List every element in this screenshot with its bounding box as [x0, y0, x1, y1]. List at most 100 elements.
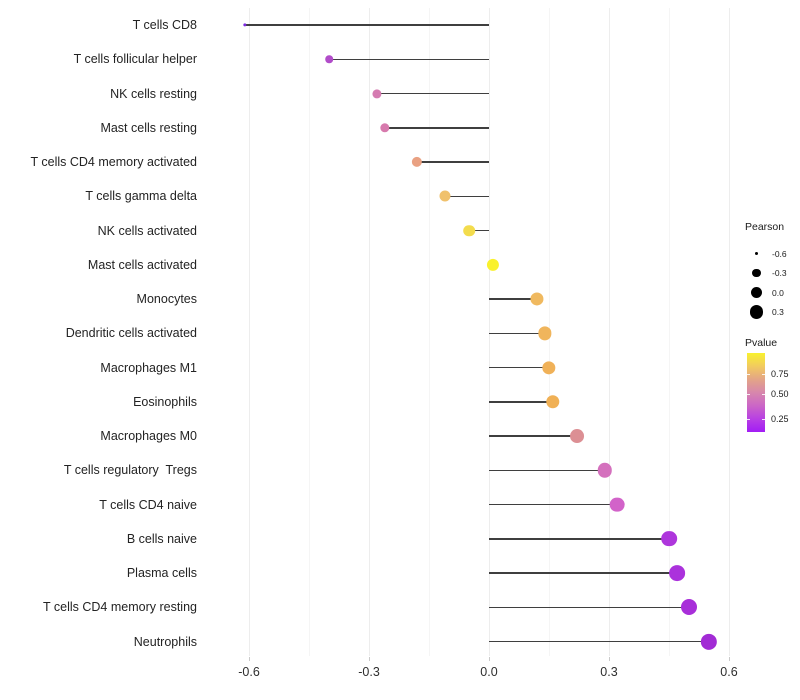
- colorbar-label: 0.50: [771, 389, 789, 400]
- x-axis-tick: [369, 657, 370, 661]
- colorbar-tick: [762, 419, 765, 421]
- lollipop-stem: [489, 435, 577, 437]
- x-axis-tick: [489, 657, 490, 661]
- x-tick-label: 0.3: [600, 665, 618, 679]
- size-legend-entry: -0.3: [748, 264, 787, 283]
- category-label: T cells CD8: [132, 18, 197, 32]
- major-gridline: [369, 8, 370, 656]
- size-legend-dot-box: [748, 251, 765, 256]
- size-legend-entry: -0.6: [748, 244, 787, 263]
- category-label: T cells CD4 memory activated: [30, 155, 198, 169]
- lollipop-stem: [489, 572, 677, 574]
- category-label: Monocytes: [136, 292, 197, 306]
- size-legend-title: Pearson: [745, 221, 785, 233]
- category-label: Plasma cells: [126, 566, 197, 580]
- category-label: T cells gamma delta: [85, 189, 197, 204]
- lollipop-dot: [570, 429, 584, 443]
- colorbar-label: 0.25: [771, 414, 789, 425]
- lollipop-dot: [681, 599, 697, 616]
- colorbar-tick: [747, 419, 750, 421]
- lollipop-stem: [377, 92, 489, 95]
- lollipop-dot: [542, 360, 556, 375]
- major-gridline: [609, 8, 610, 656]
- colorbar-tick: [747, 394, 750, 396]
- lollipop-stem: [489, 503, 617, 506]
- size-legend-label: 0.0: [772, 287, 784, 298]
- category-label: Macrophages M0: [100, 429, 197, 443]
- color-legend-title: Pvalue: [745, 337, 778, 349]
- x-tick-label: -0.3: [358, 665, 380, 679]
- lollipop-dot: [243, 23, 247, 27]
- category-label: B cells naive: [126, 531, 197, 546]
- lollipop-dot: [463, 224, 475, 237]
- category-label: T cells regulatory Tregs: [63, 463, 197, 478]
- colorbar-tick: [762, 394, 765, 396]
- x-axis-tick: [729, 657, 730, 661]
- category-label: T cells follicular helper: [73, 52, 197, 67]
- x-tick-label: 0.0: [480, 665, 498, 679]
- lollipop-dot: [372, 88, 382, 99]
- colorbar-label: 0.75: [771, 369, 789, 380]
- size-legend-dot: [752, 268, 761, 278]
- lollipop-stem: [489, 332, 545, 334]
- lollipop-stem: [489, 298, 537, 300]
- lollipop-dot: [546, 395, 560, 409]
- size-legend-dot-box: [748, 305, 765, 319]
- size-legend-label: -0.6: [772, 248, 787, 259]
- pvalue-colorbar: [747, 353, 765, 432]
- lollipop-dot: [486, 258, 500, 271]
- size-legend-entry: 0.0: [748, 283, 784, 302]
- category-label: Neutrophils: [133, 634, 197, 649]
- lollipop-stem: [417, 161, 489, 163]
- lollipop-dot: [439, 190, 451, 202]
- category-label: Dendritic cells activated: [65, 326, 197, 341]
- lollipop-stem: [489, 366, 549, 369]
- major-gridline: [249, 8, 250, 656]
- lollipop-dot: [669, 565, 685, 581]
- category-label: NK cells resting: [110, 86, 197, 101]
- size-legend-entry: 0.3: [748, 303, 784, 322]
- size-legend-dot: [749, 305, 764, 319]
- category-label: T cells CD4 naive: [99, 497, 197, 512]
- size-legend-dot: [750, 286, 763, 299]
- lollipop-stem: [489, 401, 553, 403]
- category-label: Macrophages M1: [100, 360, 197, 375]
- lollipop-stem: [469, 229, 489, 232]
- size-legend-dot-box: [748, 268, 765, 278]
- minor-gridline: [309, 8, 310, 656]
- lollipop-dot: [661, 530, 677, 547]
- major-gridline: [729, 8, 730, 656]
- x-tick-label: -0.6: [238, 665, 260, 679]
- category-label: Eosinophils: [133, 394, 197, 409]
- lollipop-stem: [489, 640, 709, 643]
- size-legend-label: 0.3: [772, 307, 784, 317]
- size-legend-label: -0.3: [772, 268, 787, 278]
- lollipop-dot: [700, 633, 718, 650]
- lollipop-stem: [489, 469, 605, 471]
- colorbar-tick: [762, 374, 765, 376]
- x-tick-label: 0.6: [720, 665, 738, 679]
- lollipop-dot: [597, 463, 613, 478]
- category-label: T cells CD4 memory resting: [43, 600, 197, 615]
- major-gridline: [489, 8, 490, 656]
- category-label: NK cells activated: [97, 223, 197, 238]
- lollipop-dot: [609, 497, 625, 512]
- lollipop-stem: [329, 58, 489, 60]
- minor-gridline: [429, 8, 430, 656]
- lollipop-dot: [380, 123, 390, 133]
- lollipop-stem: [385, 127, 489, 129]
- size-legend-dot: [754, 251, 759, 256]
- colorbar-tick: [747, 374, 750, 376]
- x-axis-tick: [249, 657, 250, 661]
- lollipop-dot: [538, 326, 552, 340]
- lollipop-dot: [530, 292, 544, 306]
- x-axis-tick: [609, 657, 610, 661]
- lollipop-stem: [489, 606, 689, 608]
- lollipop-dot: [325, 55, 333, 64]
- minor-gridline: [669, 8, 670, 656]
- category-label: Mast cells resting: [100, 120, 197, 135]
- lollipop-stem: [489, 538, 669, 540]
- lollipop-stem: [245, 24, 489, 26]
- size-legend-dot-box: [748, 286, 765, 299]
